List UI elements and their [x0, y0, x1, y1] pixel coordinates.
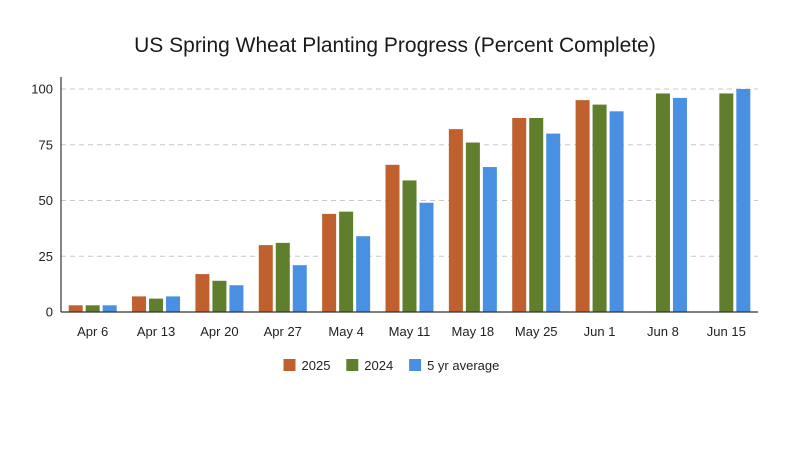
bars [68, 89, 751, 313]
legend-swatch [346, 359, 359, 371]
bar-5-yr-average-jun-1 [609, 111, 624, 312]
bar-2025-apr-6 [68, 305, 83, 312]
x-tick-label: Jun 8 [647, 324, 679, 339]
y-tick-label: 0 [46, 305, 53, 320]
x-tick-label: Apr 6 [77, 324, 108, 339]
bar-5-yr-average-apr-13 [166, 296, 181, 312]
bar-5-yr-average-jun-15 [736, 89, 751, 312]
x-tick-label: May 18 [452, 324, 495, 339]
y-tick-label: 25 [39, 249, 53, 264]
bar-2024-may-25 [529, 117, 544, 313]
legend-label: 2025 [302, 358, 331, 373]
x-tick-label: Jun 15 [707, 324, 746, 339]
bar-5-yr-average-apr-20 [229, 285, 244, 312]
bar-2025-apr-27 [258, 245, 273, 312]
bar-2025-may-18 [448, 129, 463, 312]
bar-5-yr-average-may-11 [419, 202, 434, 312]
axes [60, 77, 758, 313]
bar-2024-apr-13 [149, 298, 164, 312]
y-tick-label: 50 [39, 193, 53, 208]
y-tick-label: 75 [39, 137, 53, 152]
bar-2024-may-11 [402, 180, 417, 312]
bar-2025-may-11 [385, 164, 400, 312]
x-tick-label: Apr 20 [200, 324, 238, 339]
x-tick-label: Apr 27 [264, 324, 302, 339]
chart-title: US Spring Wheat Planting Progress (Perce… [134, 34, 656, 57]
bar-2024-may-4 [339, 211, 354, 312]
bar-5-yr-average-apr-27 [292, 265, 307, 312]
bar-5-yr-average-may-25 [546, 133, 561, 312]
gridlines [61, 88, 758, 257]
bar-2024-may-18 [465, 142, 480, 312]
bar-2025-may-25 [512, 117, 527, 313]
legend: 2025 2024 5 yr average [283, 358, 499, 373]
legend-swatch [409, 359, 422, 371]
x-tick-label: Apr 13 [137, 324, 175, 339]
bar-2024-jun-15 [719, 93, 734, 313]
legend-swatch [283, 359, 296, 371]
bar-5-yr-average-apr-6 [102, 305, 117, 312]
bar-2025-apr-13 [132, 296, 147, 312]
bar-5-yr-average-may-4 [356, 236, 371, 312]
x-tick-label: May 4 [328, 324, 363, 339]
legend-label: 2024 [364, 358, 393, 373]
tick-labels: 0 25 50 75 100 Apr 6 Apr 13 Apr 20 Apr 27 May 4 Ma… [31, 82, 746, 340]
bar-2024-apr-27 [275, 242, 290, 312]
legend-label: 5 yr average [427, 358, 499, 373]
bar-5-yr-average-may-18 [482, 167, 497, 312]
bar-2024-jun-1 [592, 104, 607, 312]
x-tick-label: Jun 1 [584, 324, 616, 339]
bar-5-yr-average-jun-8 [672, 97, 687, 312]
bar-2024-apr-6 [85, 305, 100, 312]
bar-2025-may-4 [322, 213, 337, 312]
bar-2025-apr-20 [195, 274, 210, 312]
bar-2024-jun-8 [655, 93, 670, 313]
x-tick-label: May 25 [515, 324, 558, 339]
bar-2024-apr-20 [212, 280, 227, 312]
y-tick-label: 100 [31, 82, 53, 97]
x-tick-label: May 11 [389, 324, 431, 339]
bar-2025-jun-1 [575, 100, 590, 313]
